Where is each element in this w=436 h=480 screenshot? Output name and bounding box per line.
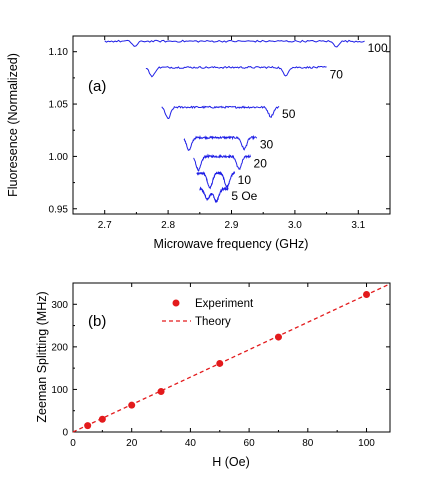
spectrum-line <box>196 170 236 190</box>
field-label: 10 <box>238 173 252 187</box>
experiment-point <box>128 401 136 409</box>
panel-a-label: (a) <box>88 78 106 95</box>
spectrum-line <box>161 105 280 119</box>
panel-a-y-tick-label: 1.10 <box>49 47 69 58</box>
experiment-point <box>157 388 165 396</box>
panel-a-x-axis-label: Microwave frequency (GHz) <box>154 237 309 251</box>
experiment-point <box>363 290 371 298</box>
panel-b-y-tick-label: 100 <box>51 385 68 396</box>
panel-b-series <box>72 283 391 433</box>
panel-b-y-tick-label: 200 <box>51 342 68 353</box>
panel-a-y-tick-label: 0.95 <box>49 204 69 215</box>
panel-b: 0 20 40 60 80 100 0 100 200 300 (b) Experiment Th… <box>35 282 391 469</box>
panel-a-x-tick-label: 2.8 <box>161 220 175 231</box>
panel-a-y-tick-label: 1.05 <box>49 100 69 111</box>
panel-b-x-tick-label: 100 <box>358 438 375 449</box>
panel-b-x-tick-label: 20 <box>126 438 138 449</box>
panel-a-x-tick-label: 3.1 <box>351 220 365 231</box>
theory-line <box>72 283 391 433</box>
panel-a-x-tick-label: 2.9 <box>225 220 239 231</box>
panel-b-y-axis-label: Zeeman Splitting (MHz) <box>35 291 49 422</box>
legend: Experiment Theory <box>162 298 254 328</box>
spectrum-line <box>145 65 327 78</box>
panel-a-x-tick-label: 3.0 <box>288 220 302 231</box>
panel-b-ticks: 0 20 40 60 80 100 0 100 200 300 <box>51 283 390 449</box>
panel-b-y-tick-label: 0 <box>62 428 68 439</box>
panel-a: 2.7 2.8 2.9 3.0 3.1 0.95 1.00 1.05 1.10 5 Oe 1020… <box>6 35 391 251</box>
panel-a-y-axis-label: Fluoresence (Normalized) <box>6 53 20 197</box>
panel-a-frame <box>72 35 391 215</box>
panel-b-x-tick-label: 60 <box>244 438 256 449</box>
field-label: 5 Oe <box>231 189 257 203</box>
legend-experiment-marker <box>172 299 180 307</box>
field-label: 20 <box>254 156 268 170</box>
spectrum-line <box>199 186 229 204</box>
field-label: 50 <box>282 107 296 121</box>
panel-b-y-tick-label: 300 <box>51 300 68 311</box>
panel-b-x-tick-label: 80 <box>302 438 314 449</box>
experiment-point <box>274 333 282 341</box>
panel-b-x-tick-label: 0 <box>70 438 76 449</box>
panel-b-x-axis-label: H (Oe) <box>212 455 250 469</box>
panel-a-x-tick-label: 2.7 <box>98 220 112 231</box>
experiment-point <box>98 415 106 423</box>
panel-a-y-tick-label: 1.00 <box>49 152 69 163</box>
field-label: 100 <box>368 41 388 55</box>
panel-a-spectra <box>104 39 365 204</box>
spectrum-line <box>193 153 251 172</box>
panel-b-label: (b) <box>88 313 106 330</box>
legend-experiment-label: Experiment <box>195 298 254 310</box>
field-label: 30 <box>260 138 274 152</box>
legend-theory-label: Theory <box>195 316 231 328</box>
experiment-point <box>216 359 224 367</box>
panel-b-x-tick-label: 40 <box>185 438 197 449</box>
experiment-point <box>84 422 92 430</box>
panel-a-ticks: 2.7 2.8 2.9 3.0 3.1 0.95 1.00 1.05 1.10 <box>49 36 391 231</box>
field-label: 70 <box>330 67 344 81</box>
panel-b-frame <box>72 282 391 433</box>
spectrum-line <box>183 134 258 151</box>
spectrum-line <box>104 39 365 48</box>
